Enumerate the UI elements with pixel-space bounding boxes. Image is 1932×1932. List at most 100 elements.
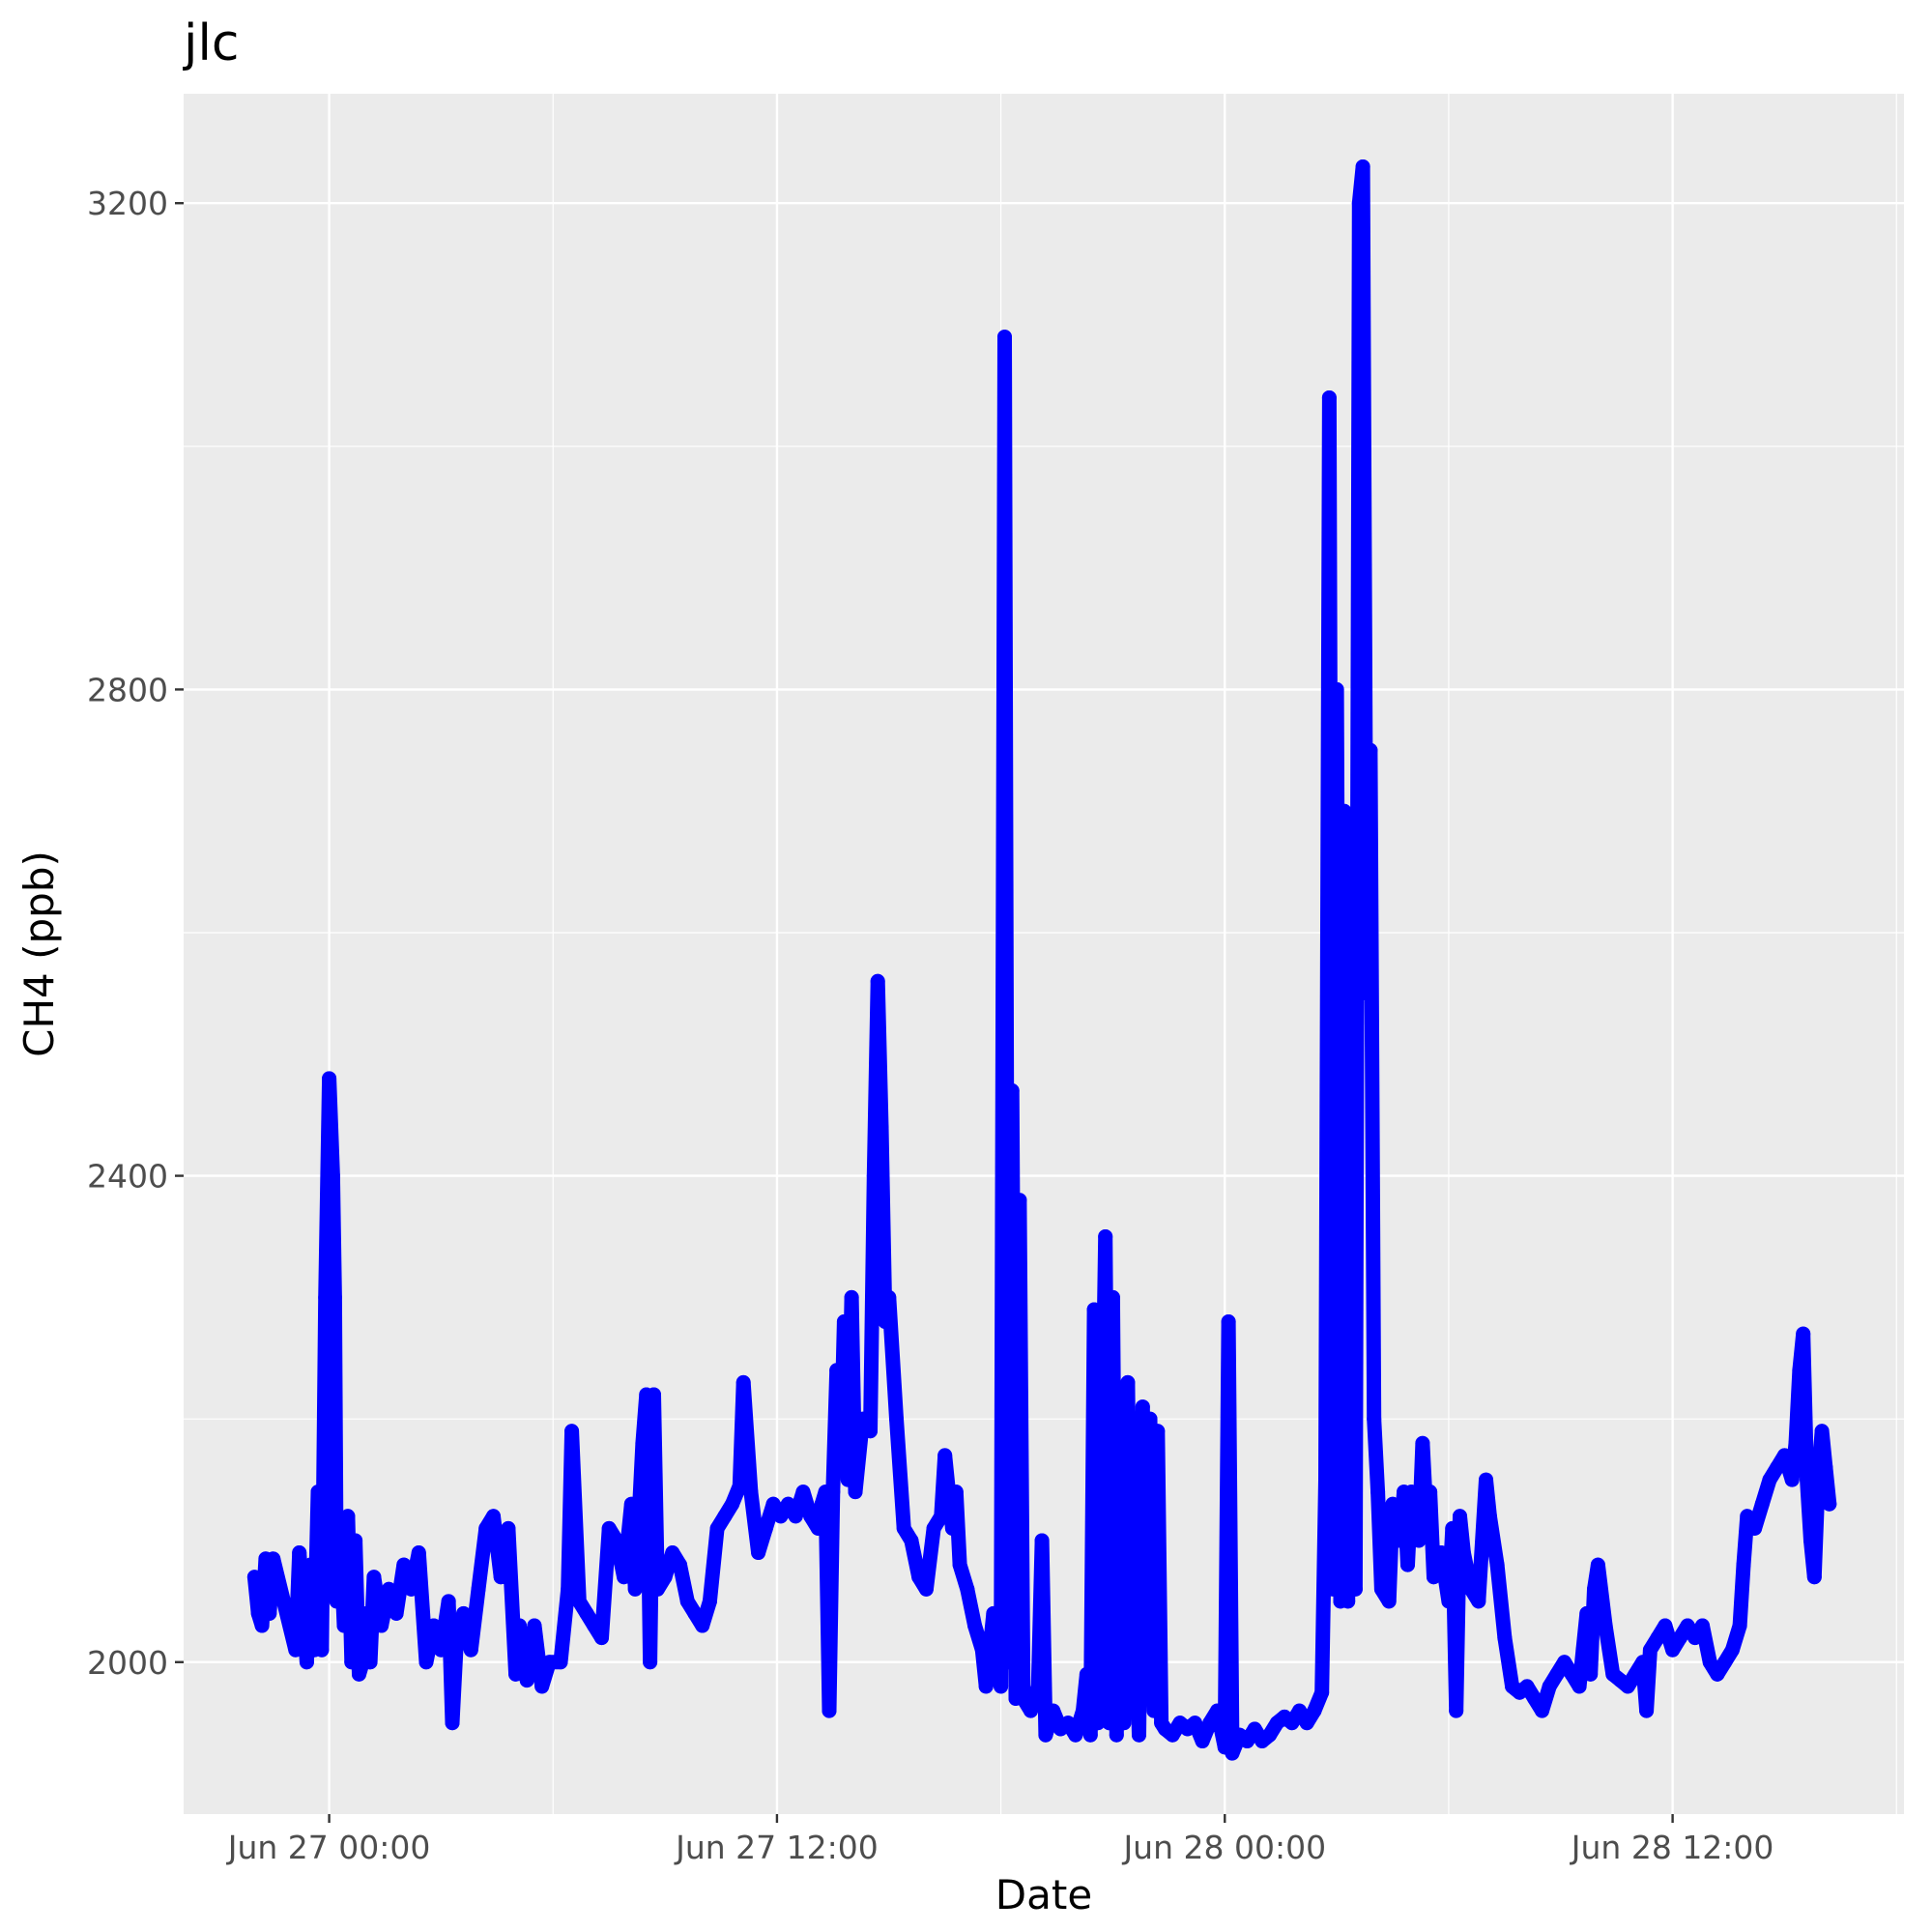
ch4-data-point bbox=[348, 1533, 363, 1548]
ch4-data-point bbox=[1023, 1703, 1038, 1718]
x-tick-label: Jun 28 00:00 bbox=[1121, 1829, 1326, 1866]
ch4-data-point bbox=[960, 1581, 975, 1597]
ch4-data-point bbox=[501, 1520, 516, 1536]
ch4-data-point bbox=[310, 1485, 326, 1500]
ch4-data-point bbox=[601, 1520, 617, 1536]
ch4-data-point bbox=[743, 1485, 759, 1500]
ch4-data-point bbox=[1650, 1630, 1665, 1646]
ch4-data-point bbox=[1139, 1679, 1154, 1694]
ch4-data-point bbox=[1549, 1666, 1565, 1682]
ch4-data-point bbox=[246, 1570, 262, 1585]
ch4-data-point bbox=[1672, 1630, 1687, 1646]
ch4-data-point bbox=[1557, 1655, 1572, 1670]
ch4-data-point bbox=[937, 1448, 953, 1463]
ch4-data-point bbox=[1225, 1745, 1240, 1761]
ch4-data-point bbox=[1587, 1581, 1602, 1597]
ch4-data-point bbox=[374, 1618, 389, 1633]
y-tick-label: 2800 bbox=[87, 671, 168, 708]
ch4-data-point bbox=[411, 1545, 426, 1561]
ch4-data-point bbox=[445, 1716, 460, 1731]
ch4-data-point bbox=[1210, 1703, 1226, 1718]
ch4-data-point bbox=[717, 1509, 733, 1524]
ch4-data-point bbox=[448, 1642, 464, 1658]
ch4-data-point bbox=[1060, 1716, 1076, 1731]
ch4-data-point bbox=[1792, 1363, 1807, 1378]
ch4-data-point bbox=[844, 1289, 859, 1305]
ch4-data-point bbox=[725, 1496, 740, 1512]
ch4-data-point bbox=[471, 1581, 486, 1597]
ch4-data-point bbox=[1355, 159, 1370, 174]
ch4-data-point bbox=[266, 1551, 281, 1567]
ch4-data-point bbox=[1736, 1557, 1751, 1572]
ch4-data-point bbox=[665, 1545, 680, 1561]
ch4-data-point bbox=[1195, 1734, 1210, 1749]
ch4-data-point bbox=[623, 1496, 639, 1512]
ch4-data-point bbox=[1754, 1496, 1770, 1512]
ch4-data-point bbox=[1732, 1618, 1747, 1633]
ch4-data-point bbox=[1038, 1727, 1053, 1743]
ch4-data-point bbox=[1325, 1581, 1341, 1597]
ch4-data-point bbox=[1046, 1703, 1061, 1718]
ch4-data-point bbox=[695, 1618, 710, 1633]
ch4-data-point bbox=[1800, 1472, 1815, 1487]
ch4-data-point bbox=[1456, 1545, 1471, 1561]
ch4-data-point bbox=[441, 1594, 456, 1609]
ch4-data-point bbox=[1068, 1727, 1083, 1743]
ch4-data-point bbox=[1463, 1581, 1479, 1597]
plot-panel bbox=[184, 94, 1904, 1814]
ch4-data-point bbox=[1784, 1472, 1800, 1487]
ch4-data-point bbox=[314, 1642, 330, 1658]
ch4-data-point bbox=[1202, 1716, 1218, 1731]
ch4-data-point bbox=[1359, 986, 1374, 1001]
ch4-data-point bbox=[404, 1581, 419, 1597]
ch4-data-point bbox=[1445, 1520, 1460, 1536]
ch4-data-point bbox=[344, 1655, 360, 1670]
ch4-data-point bbox=[1415, 1435, 1430, 1451]
ch4-data-point bbox=[881, 1289, 897, 1305]
y-tick-label: 2000 bbox=[87, 1644, 168, 1682]
ch4-data-point bbox=[366, 1570, 382, 1585]
ch4-data-point bbox=[1717, 1655, 1733, 1670]
ch4-data-point bbox=[512, 1618, 528, 1633]
ch4-data-point bbox=[1620, 1679, 1635, 1694]
ch4-data-point bbox=[803, 1509, 819, 1524]
ch4-data-point bbox=[1776, 1448, 1792, 1463]
ch4-data-point bbox=[974, 1642, 990, 1658]
ch4-data-point bbox=[1639, 1703, 1655, 1718]
ch4-data-point bbox=[527, 1618, 542, 1633]
ch4-data-point bbox=[579, 1605, 594, 1621]
ch4-data-point bbox=[1810, 1472, 1826, 1487]
ch4-data-point bbox=[866, 1168, 881, 1184]
ch4-data-point bbox=[735, 1374, 751, 1390]
ch4-data-point bbox=[1329, 681, 1344, 697]
ch4-data-point bbox=[329, 1594, 344, 1609]
ch4-data-point bbox=[340, 1509, 356, 1524]
ch4-data-point bbox=[1628, 1666, 1643, 1682]
ch4-data-point bbox=[1542, 1679, 1557, 1694]
ch4-data-point bbox=[1806, 1570, 1822, 1585]
ch4-data-point bbox=[1187, 1716, 1202, 1731]
ch4-data-point bbox=[1247, 1721, 1262, 1737]
ch4-data-point bbox=[322, 1071, 337, 1086]
ch4-data-point bbox=[1012, 1193, 1027, 1208]
ch4-data-point bbox=[1262, 1727, 1278, 1743]
ch4-data-point bbox=[1694, 1618, 1710, 1633]
ch4-data-point bbox=[833, 1459, 849, 1475]
ch4-data-point bbox=[814, 1496, 829, 1512]
ch4-data-point bbox=[1590, 1557, 1605, 1572]
ch4-data-point bbox=[1307, 1703, 1322, 1718]
ch4-data-point bbox=[643, 1655, 658, 1670]
ch4-data-point bbox=[1449, 1703, 1464, 1718]
ch4-data-point bbox=[1519, 1679, 1535, 1694]
ch4-data-point bbox=[288, 1642, 303, 1658]
ch4-data-point bbox=[673, 1557, 688, 1572]
ch4-data-point bbox=[944, 1520, 960, 1536]
ch4-data-point bbox=[657, 1570, 673, 1585]
ch4-data-point bbox=[836, 1314, 851, 1330]
ch4-data-point bbox=[1299, 1716, 1314, 1731]
ch4-data-point bbox=[1341, 1594, 1356, 1609]
ch4-data-point bbox=[1419, 1509, 1434, 1524]
ch4-data-point bbox=[254, 1618, 270, 1633]
ch4-data-point bbox=[948, 1485, 964, 1500]
ch4-data-point bbox=[1796, 1326, 1811, 1341]
